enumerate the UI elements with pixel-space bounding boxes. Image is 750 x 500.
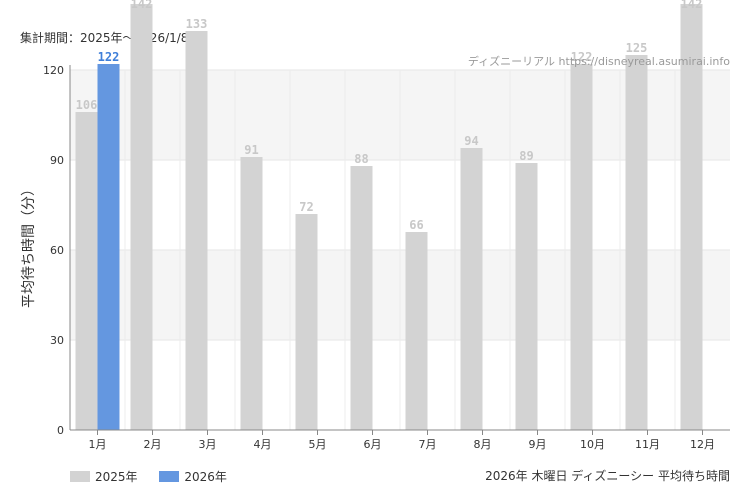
x-tick-label: 7月 (419, 438, 437, 451)
chart-caption: 2026年 木曜日 ディズニーシー 平均待ち時間 (485, 469, 730, 483)
axes (69, 65, 730, 435)
y-tick-label: 120 (43, 64, 64, 77)
data-label: 72 (299, 200, 313, 214)
legend-item-2025[interactable]: 2025年 (70, 468, 138, 485)
bar-2025年-2月[interactable] (130, 4, 153, 430)
data-label: 122 (571, 50, 593, 64)
bar-2025年-4月[interactable] (240, 157, 263, 430)
bar-2025年-11月[interactable] (625, 55, 648, 430)
data-label: 125 (626, 41, 648, 55)
bars (75, 4, 703, 430)
data-label: 122 (98, 50, 120, 64)
y-tick-label: 60 (50, 244, 64, 257)
y-axis-title: 平均待ち時間（分） (21, 182, 37, 308)
bar-2025年-6月[interactable] (350, 166, 373, 430)
x-tick-label: 6月 (364, 438, 382, 451)
data-label: 94 (464, 134, 478, 148)
x-tick-label: 5月 (309, 438, 327, 451)
bar-2025年-3月[interactable] (185, 31, 208, 430)
x-tick-labels: 1月 2月 3月 4月 5月 6月 7月 8月 9月 10月 11月 12月 (89, 438, 716, 451)
bar-2025年-1月[interactable] (75, 112, 98, 430)
x-tick-label: 10月 (580, 438, 605, 451)
bar-2025年-5月[interactable] (295, 214, 318, 430)
data-label: 106 (76, 98, 98, 112)
legend-swatch-2026 (159, 471, 180, 482)
x-tick-label: 8月 (474, 438, 492, 451)
x-tick-label: 4月 (254, 438, 272, 451)
data-label: 142 (131, 0, 153, 11)
x-tick-label: 12月 (690, 438, 715, 451)
data-label: 91 (244, 143, 258, 157)
legend: 2025年 2026年 (70, 468, 245, 485)
bar-2025年-7月[interactable] (405, 232, 428, 430)
x-tick-label: 3月 (199, 438, 217, 451)
bar-2025年-9月[interactable] (515, 163, 538, 430)
bar-2025年-12月[interactable] (680, 4, 703, 430)
y-tick-label: 0 (57, 424, 64, 437)
data-label: 88 (354, 152, 368, 166)
x-tick-label: 1月 (89, 438, 107, 451)
y-tick-label: 30 (50, 334, 64, 347)
data-labels: 106 122 142 133 91 72 88 66 94 89 122 125 142 (76, 0, 703, 232)
bar-2026年-1月[interactable] (97, 64, 120, 430)
x-tick-label: 9月 (529, 438, 547, 451)
bar-2025年-10月[interactable] (570, 64, 593, 430)
data-label: 66 (409, 218, 423, 232)
bar-2025年-8月[interactable] (460, 148, 483, 430)
y-tick-labels: 0 30 60 90 120 (43, 64, 64, 437)
x-tick-label: 11月 (635, 438, 660, 451)
legend-swatch-2025 (70, 471, 90, 482)
data-label: 142 (681, 0, 703, 11)
gridlines (70, 69, 730, 430)
legend-label-2025: 2025年 (95, 470, 138, 484)
data-label: 133 (186, 17, 208, 31)
y-tick-label: 90 (50, 154, 64, 167)
x-tick-label: 2月 (144, 438, 162, 451)
watermark: ディズニーリアル https://disneyreal.asumirai.inf… (467, 55, 730, 68)
legend-item-2026[interactable]: 2026年 (159, 468, 227, 485)
legend-label-2026: 2026年 (184, 470, 227, 484)
data-label: 89 (519, 149, 533, 163)
